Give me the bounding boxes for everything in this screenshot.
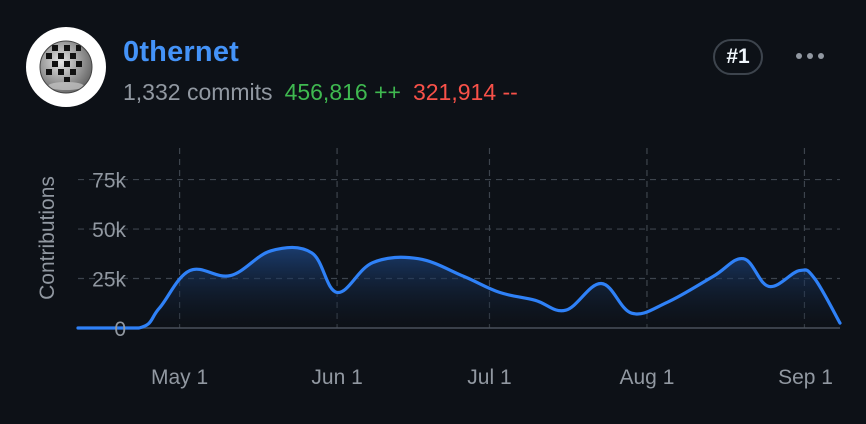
commit-count: 1,332 commits <box>123 79 273 105</box>
y-axis-label: Contributions <box>36 176 59 300</box>
contributions-area <box>78 247 840 328</box>
kebab-menu-icon <box>818 53 824 59</box>
y-tick-label: 25k <box>92 269 126 292</box>
x-tick-label: Jul 1 <box>467 366 511 389</box>
x-tick-label: May 1 <box>151 366 208 389</box>
additions-count: 456,816 ++ <box>284 79 401 105</box>
contributions-line <box>76 245 842 330</box>
rank-badge: #1 <box>713 39 763 75</box>
x-tick-label: Sep 1 <box>778 366 833 389</box>
username-link[interactable]: 0thernet <box>123 36 240 68</box>
x-tick-label: Aug 1 <box>620 366 675 389</box>
y-tick-label: 0 <box>114 318 126 341</box>
deletions-count: 321,914 -- <box>412 79 518 105</box>
kebab-menu-icon <box>807 53 813 59</box>
y-tick-label: 50k <box>92 219 126 242</box>
disco-ball-icon <box>39 40 93 94</box>
kebab-menu-icon <box>796 53 802 59</box>
contribution-stats: 1,332 commits 456,816 ++ 321,914 -- <box>123 78 518 106</box>
y-tick-label: 75k <box>92 170 126 193</box>
avatar[interactable] <box>26 27 106 107</box>
x-tick-label: Jun 1 <box>311 366 362 389</box>
more-options-button[interactable] <box>788 40 832 72</box>
